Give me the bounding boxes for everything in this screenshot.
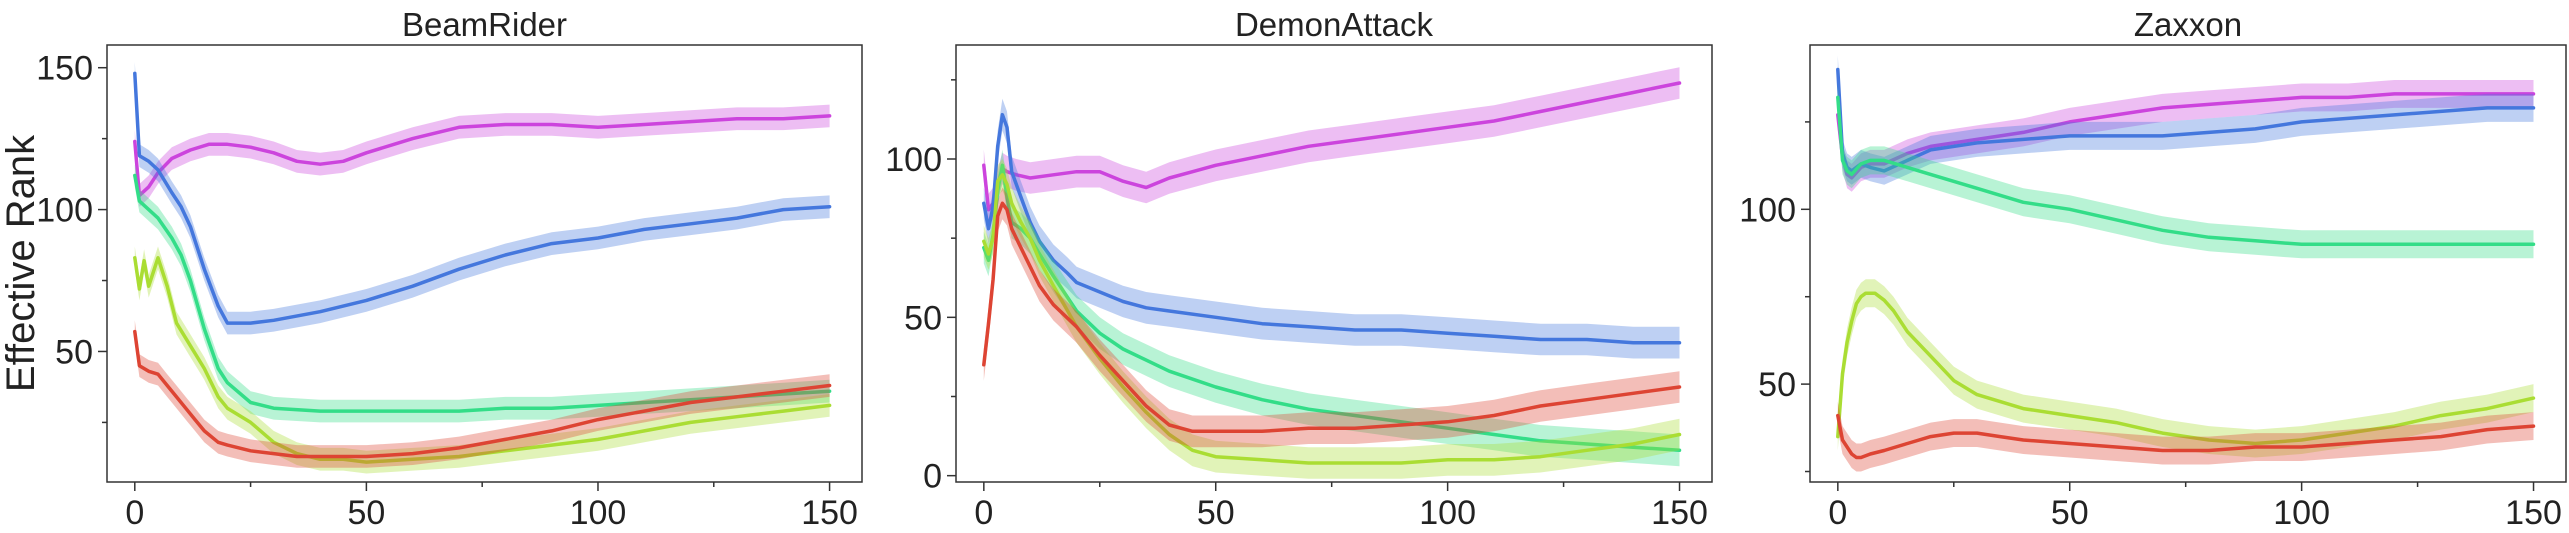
beamrider-y-tick-label: 50 xyxy=(55,333,93,371)
demonattack-y-tick-label: 100 xyxy=(885,141,942,179)
zaxxon-series-4-band xyxy=(1837,401,2534,472)
panel-beamrider: BeamRider Effective Rank 0 50 100 150 50 100 150 xyxy=(0,6,863,532)
demonattack-y-tick-label: 0 xyxy=(923,458,942,496)
zaxxon-x-tick-label: 100 xyxy=(2273,494,2330,532)
zaxxon-y-tick-label: 100 xyxy=(1739,191,1796,229)
zaxxon-x-tick-label: 50 xyxy=(2051,494,2089,532)
zaxxon-series-4-line xyxy=(1836,413,2536,460)
beamrider-y-axis-label: Effective Rank xyxy=(0,134,43,392)
demonattack-x-tick-label: 150 xyxy=(1651,494,1708,532)
panel-zaxxon: Zaxxon 0 50 100 150 50 100 xyxy=(1739,6,2567,532)
zaxxon-y-tick-label: 50 xyxy=(1758,366,1796,404)
beamrider-series-1-line xyxy=(133,71,832,325)
demonattack-series-3-line xyxy=(982,173,1682,465)
beamrider-series-1-band xyxy=(134,62,830,335)
beamrider-x-tick-label: 0 xyxy=(125,494,144,532)
demonattack-series-2-line xyxy=(982,163,1682,453)
demonattack-series-0-band xyxy=(983,67,1680,226)
demonattack-series-4-line xyxy=(982,201,1682,434)
demonattack-x-tick-label: 0 xyxy=(974,494,993,532)
demonattack-y-tick-label: 50 xyxy=(904,299,942,337)
panel-demonattack: DemonAttack 0 50 100 150 0 50 100 xyxy=(885,6,1713,532)
beamrider-series-2-line xyxy=(133,173,832,413)
demonattack-title: DemonAttack xyxy=(1235,6,1434,43)
zaxxon-series-1-band xyxy=(1837,55,2534,185)
demonattack-series-2-band xyxy=(983,149,1680,467)
zaxxon-series-3-line xyxy=(1836,291,2536,446)
zaxxon-series-0-line xyxy=(1836,92,2536,180)
demonattack-x-tick-label: 100 xyxy=(1419,494,1476,532)
beamrider-plot-frame xyxy=(106,44,863,483)
beamrider-x-tick-label: 150 xyxy=(801,494,858,532)
zaxxon-x-tick-label: 0 xyxy=(1828,494,1847,532)
beamrider-y-tick-label: 150 xyxy=(36,50,93,88)
zaxxon-x-tick-label: 150 xyxy=(2505,494,2562,532)
zaxxon-plot-frame xyxy=(1809,44,2567,483)
beamrider-series-0-line xyxy=(133,114,832,198)
zaxxon-series-0-band xyxy=(1837,80,2534,192)
beamrider-x-tick-label: 100 xyxy=(570,494,627,532)
beamrider-series-2-band xyxy=(134,164,830,423)
zaxxon-series-2-band xyxy=(1837,83,2534,259)
demonattack-plot-frame xyxy=(955,44,1713,483)
beamrider-series-4-band xyxy=(134,320,830,468)
demonattack-series-1-band xyxy=(983,98,1680,359)
demonattack-series-1-line xyxy=(982,112,1682,345)
beamrider-series-4-line xyxy=(133,329,832,459)
beamrider-y-tick-label: 100 xyxy=(36,192,93,230)
beamrider-series-0-band xyxy=(134,104,830,207)
beamrider-title: BeamRider xyxy=(402,6,567,43)
zaxxon-title: Zaxxon xyxy=(2134,6,2242,43)
demonattack-x-tick-label: 50 xyxy=(1197,494,1235,532)
zaxxon-series-3-band xyxy=(1837,279,2534,458)
beamrider-x-tick-label: 50 xyxy=(347,494,385,532)
beamrider-series-3-line xyxy=(133,256,832,464)
zaxxon-series-2-line xyxy=(1836,95,2536,247)
